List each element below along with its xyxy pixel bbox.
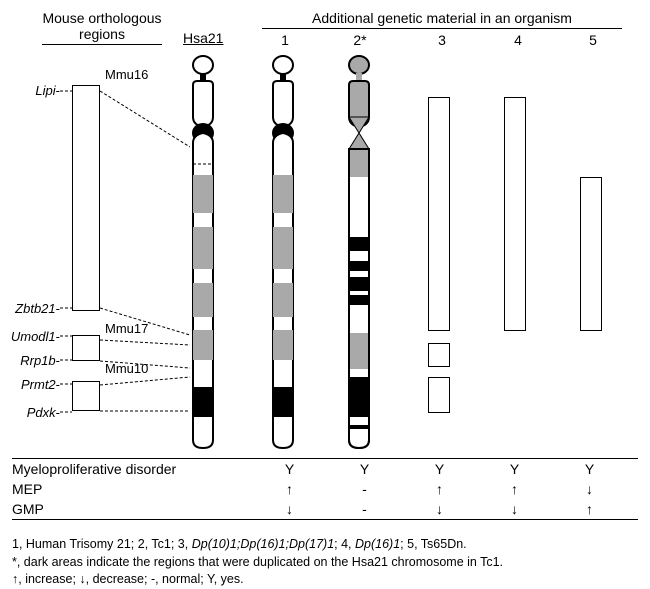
cell-r1c5: Y: [552, 461, 627, 477]
legend-line2: *, dark areas indicate the regions that …: [12, 554, 503, 572]
table-row-myelo: Myeloproliferative disorder Y Y Y Y Y: [12, 459, 638, 479]
ortho-box-mmu10: [72, 381, 100, 411]
col-num-2: 2*: [340, 32, 380, 48]
cell-r2c3: ↑: [402, 481, 477, 497]
legend: 1, Human Trisomy 21; 2, Tc1; 3, Dp(10)1;…: [12, 536, 503, 589]
legend-line3: ↑, increase; ↓, decrease; -, normal; Y, …: [12, 571, 503, 589]
bar-col3-mmu16: [428, 97, 450, 331]
hsa21-label: Hsa21: [183, 30, 223, 46]
header-right-underline: [262, 28, 622, 29]
chromosome-col1: [270, 55, 296, 450]
gene-prmt2: Prmt2-: [0, 377, 60, 392]
ortho-box-mmu17: [72, 335, 100, 361]
bar-col4: [504, 97, 526, 331]
bar-col3-mmu10: [428, 377, 450, 413]
cell-r3c2: -: [327, 501, 402, 517]
ortho-box-mmu16: [72, 85, 100, 311]
legend-line1: 1, Human Trisomy 21; 2, Tc1; 3, Dp(10)1;…: [12, 536, 503, 554]
table-label-mep: MEP: [12, 481, 252, 497]
cell-r3c1: ↓: [252, 501, 327, 517]
gene-lipi: Lipi-: [0, 83, 60, 98]
header-left-line2: regions: [79, 26, 125, 42]
header-mouse-ortho: Mouse orthologous regions: [32, 10, 172, 45]
cell-r1c2: Y: [327, 461, 402, 477]
gene-pdxk: Pdxk-: [0, 405, 60, 420]
header-left-line1: Mouse orthologous: [42, 10, 161, 26]
header-left-underline: [42, 44, 162, 45]
cell-r2c2: -: [327, 481, 402, 497]
table-bottom-rule: [12, 519, 638, 520]
table-row-mep: MEP ↑ - ↑ ↑ ↓: [12, 479, 638, 499]
bar-col3-mmu17: [428, 343, 450, 367]
bar-col5: [580, 177, 602, 331]
figure-container: Mouse orthologous regions Additional gen…: [0, 0, 650, 589]
header-additional: Additional genetic material in an organi…: [262, 10, 622, 29]
col-num-5: 5: [573, 32, 613, 48]
phenotype-table: Myeloproliferative disorder Y Y Y Y Y ME…: [12, 458, 638, 520]
col-num-1: 1: [265, 32, 305, 48]
gene-zbtb21: Zbtb21-: [0, 301, 60, 316]
gene-umodl1: Umodl1-: [0, 329, 60, 344]
col-num-4: 4: [498, 32, 538, 48]
diagram-area: Lipi- Zbtb21- Umodl1- Rrp1b- Prmt2- Pdxk…: [0, 55, 650, 455]
cell-r2c5: ↓: [552, 481, 627, 497]
table-label-gmp: GMP: [12, 501, 252, 517]
cell-r1c1: Y: [252, 461, 327, 477]
table-row-gmp: GMP ↓ - ↓ ↓ ↑: [12, 499, 638, 519]
cell-r1c3: Y: [402, 461, 477, 477]
cell-r2c1: ↑: [252, 481, 327, 497]
chromosome-hsa21: [190, 55, 216, 450]
cell-r2c4: ↑: [477, 481, 552, 497]
chromosome-col2: [346, 55, 372, 450]
table-label-myelo: Myeloproliferative disorder: [12, 461, 252, 477]
cell-r3c4: ↓: [477, 501, 552, 517]
cell-r3c5: ↑: [552, 501, 627, 517]
header-right-text: Additional genetic material in an organi…: [312, 10, 572, 26]
cell-r1c4: Y: [477, 461, 552, 477]
col-num-3: 3: [422, 32, 462, 48]
gene-rrp1b: Rrp1b-: [0, 353, 60, 368]
connector-lines: [100, 55, 190, 455]
gene-connector-lines: [60, 55, 72, 455]
cell-r3c3: ↓: [402, 501, 477, 517]
